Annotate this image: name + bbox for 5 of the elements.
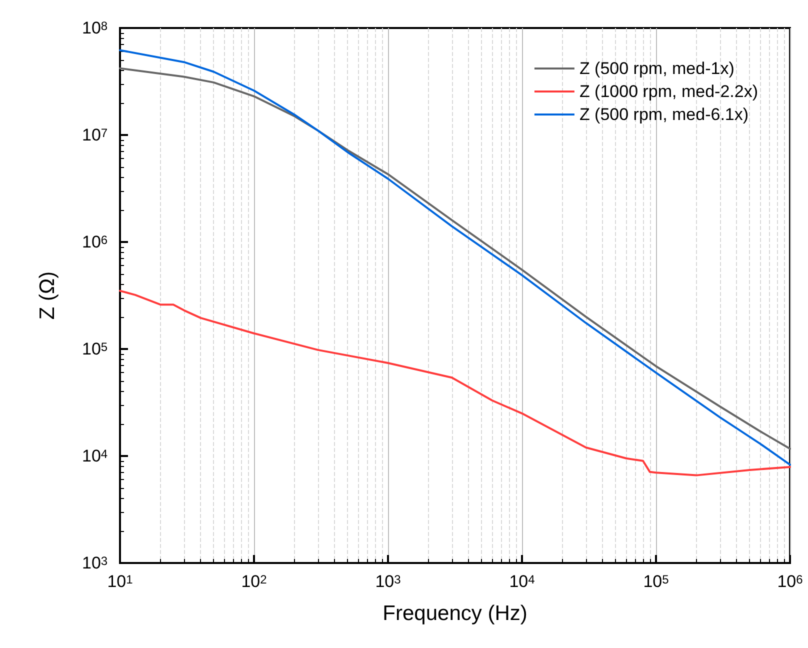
y-axis-title: Z (Ω): [36, 271, 59, 320]
legend-label: Z (500 rpm, med-1x): [579, 59, 734, 78]
legend-label: Z (1000 rpm, med-2.2x): [579, 82, 758, 101]
legend-label: Z (500 rpm, med-6.1x): [579, 105, 749, 124]
x-axis-title: Frequency (Hz): [382, 602, 528, 625]
